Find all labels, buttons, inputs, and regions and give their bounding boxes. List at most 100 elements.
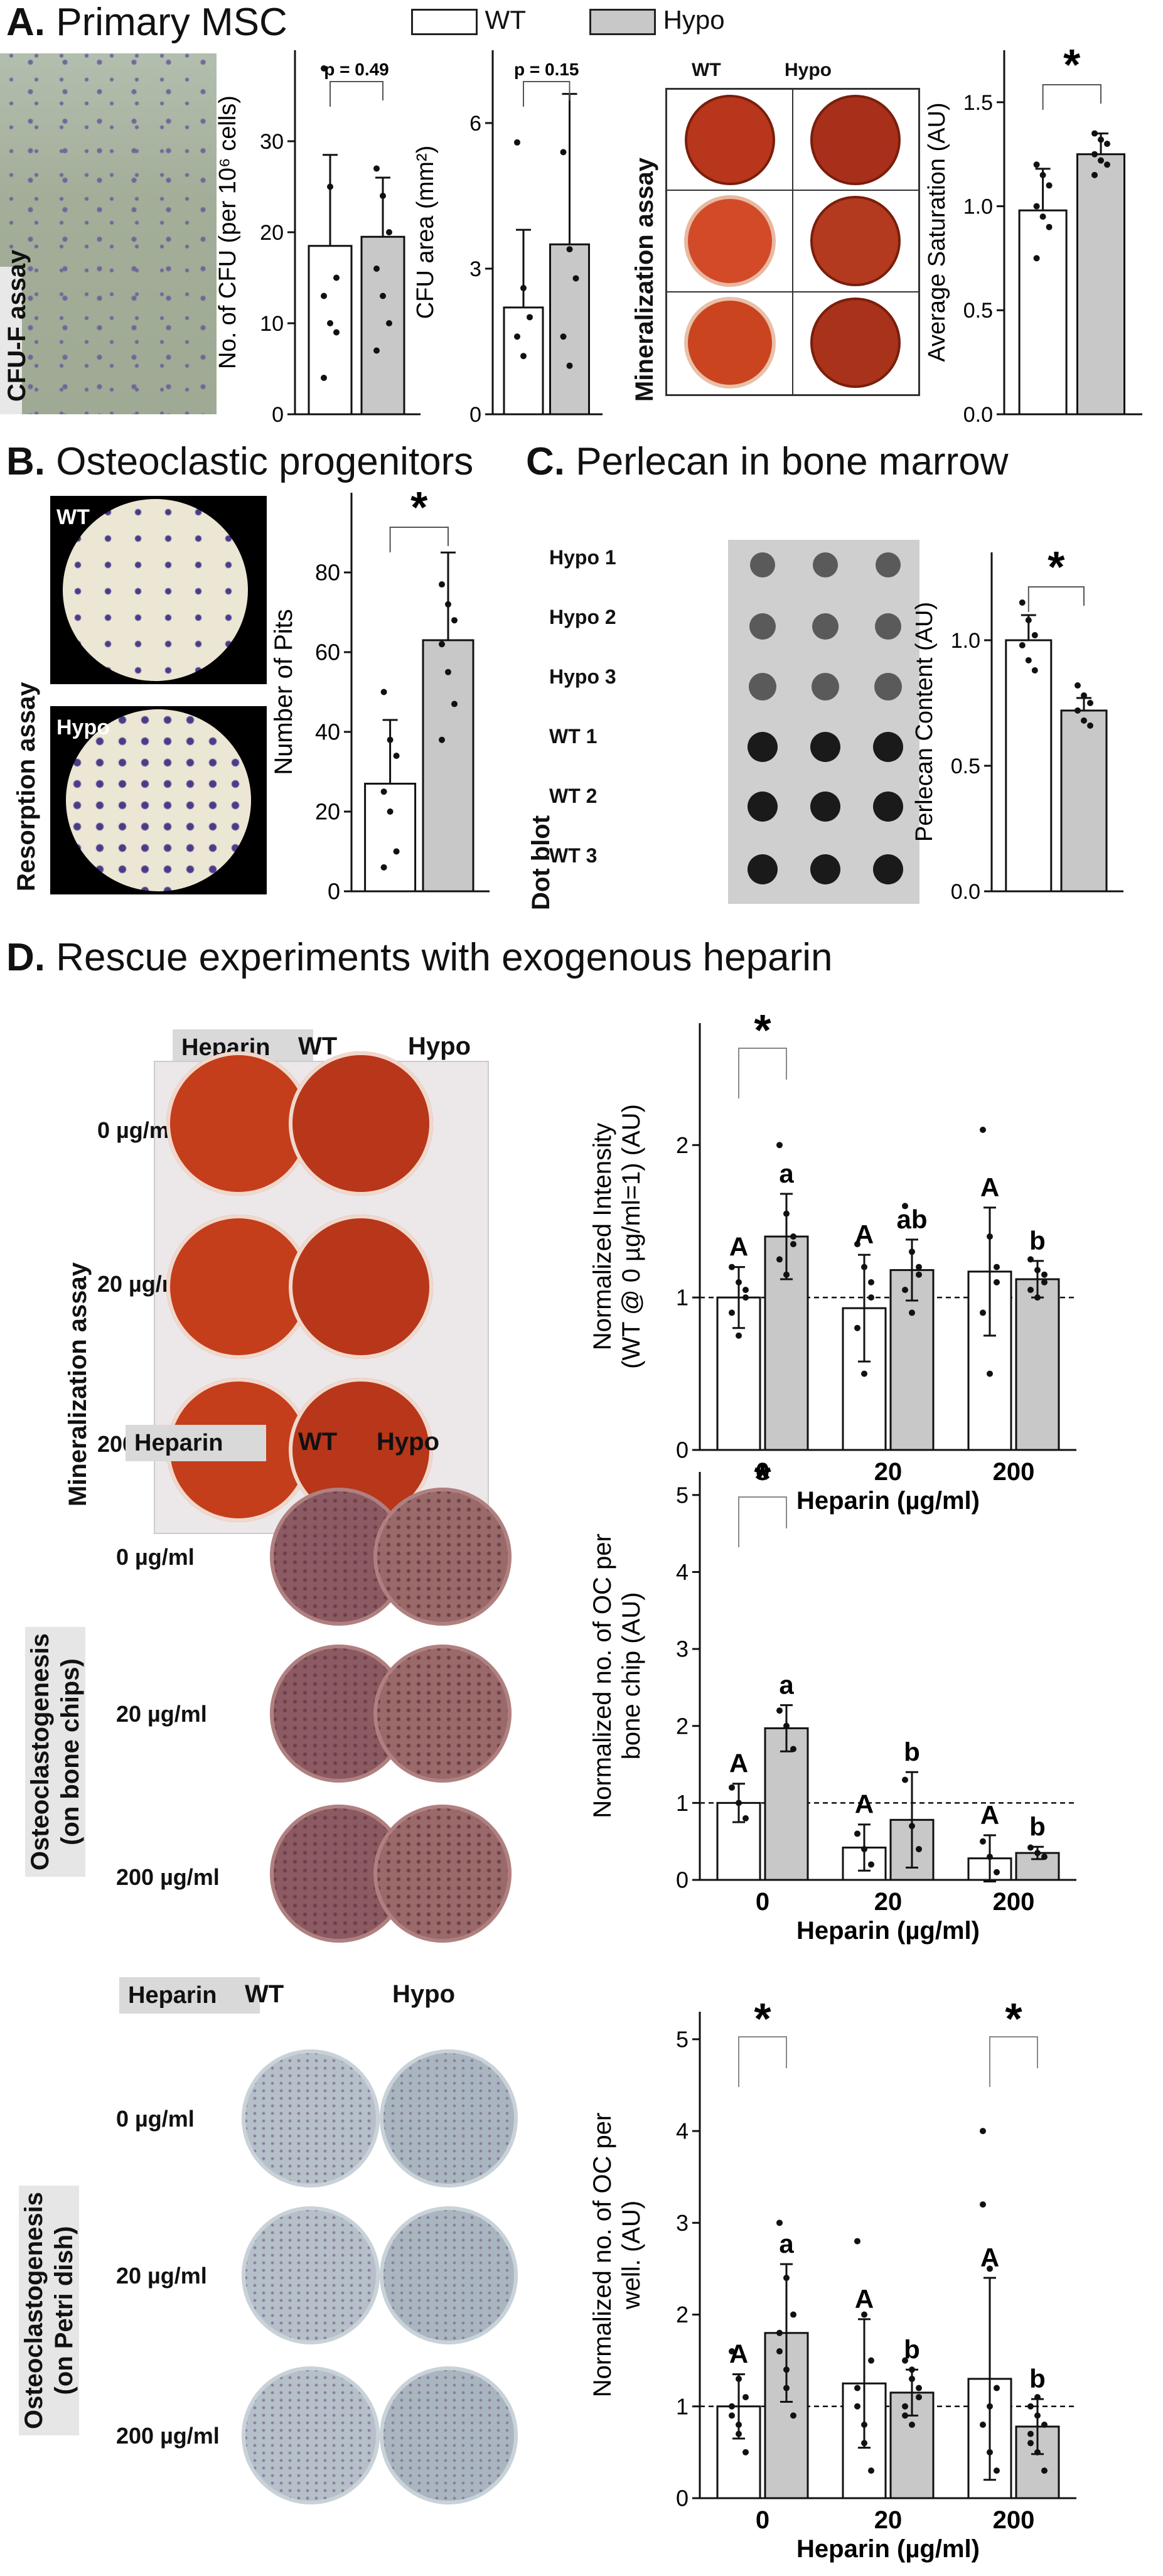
data-point bbox=[783, 2366, 790, 2373]
data-point bbox=[861, 2311, 867, 2318]
data-point bbox=[909, 2375, 915, 2382]
y-axis-label: Perlecan Content (AU) bbox=[911, 602, 938, 842]
data-point bbox=[1091, 130, 1098, 137]
mineral-plate bbox=[665, 88, 920, 396]
bar bbox=[364, 783, 417, 893]
y-tick-label: 0.5 bbox=[951, 754, 980, 778]
data-point bbox=[1027, 2430, 1034, 2437]
y-tick-label: 1.0 bbox=[951, 629, 980, 653]
y-tick-label: 5 bbox=[676, 2026, 689, 2052]
heparin-header: Heparin bbox=[119, 1977, 260, 2014]
heparin-header: Heparin bbox=[126, 1425, 266, 1461]
data-point bbox=[373, 347, 380, 354]
data-point bbox=[776, 2348, 783, 2355]
cfu-colonies bbox=[6, 53, 210, 414]
dotblot-membrane bbox=[728, 540, 919, 904]
data-point bbox=[321, 292, 327, 299]
data-point bbox=[380, 864, 387, 871]
data-point bbox=[572, 275, 579, 282]
y-axis-label-line: well. (AU) bbox=[618, 2201, 645, 2310]
significance-letter: b bbox=[904, 1737, 920, 1766]
dotblot-row-label: Hypo 3 bbox=[549, 665, 616, 688]
data-point bbox=[327, 320, 333, 326]
data-point bbox=[994, 1264, 1000, 1270]
chart-d_mineral: 0 1 2 Normalized Intensity(WT @ 0 µg/ml=1) … bbox=[589, 1006, 1076, 1515]
data-point bbox=[729, 2348, 735, 2355]
data-point bbox=[451, 700, 458, 707]
data-point bbox=[783, 1271, 790, 1278]
culture-well bbox=[380, 2049, 518, 2187]
x-tick-label: 200 bbox=[993, 1458, 1035, 1486]
significance-letter: a bbox=[779, 1670, 794, 1700]
section-b-title: B. Osteoclastic progenitors bbox=[6, 440, 474, 483]
significance-bracket bbox=[738, 1048, 787, 1098]
y-tick-label: 1.0 bbox=[963, 195, 993, 218]
section-a-title: A. Primary MSC bbox=[6, 1, 287, 44]
data-point bbox=[736, 1279, 742, 1285]
dotblot-row-label: WT 2 bbox=[549, 785, 598, 807]
dose-label: 0 µg/ml bbox=[116, 2106, 195, 2132]
data-point bbox=[1031, 632, 1038, 638]
data-point bbox=[916, 2385, 922, 2391]
column-label-wt: WT bbox=[298, 1033, 338, 1060]
chart-cfu_area: 0 3 6 CFU area (mm²) p = 0.15 bbox=[412, 50, 603, 427]
data-point bbox=[1027, 1256, 1034, 1263]
data-point bbox=[1041, 1279, 1048, 1285]
dotblot-row-label: Hypo 1 bbox=[549, 546, 616, 569]
data-point bbox=[916, 1264, 922, 1270]
bar bbox=[1005, 639, 1053, 893]
data-point bbox=[909, 1309, 915, 1316]
data-point bbox=[514, 139, 520, 146]
cfu-f-photo bbox=[0, 53, 217, 414]
y-axis-label: Number of Pits bbox=[270, 609, 297, 775]
data-point bbox=[861, 2440, 867, 2447]
data-point bbox=[393, 848, 400, 855]
significance-star: * bbox=[754, 1006, 771, 1055]
data-point bbox=[742, 1815, 749, 1822]
data-point bbox=[373, 165, 380, 172]
data-point bbox=[868, 1861, 874, 1868]
data-point bbox=[909, 2422, 915, 2428]
y-tick-label: 0 bbox=[328, 879, 340, 904]
y-axis-label-line: Perlecan Content (AU) bbox=[911, 602, 938, 842]
culture-well bbox=[242, 2366, 380, 2504]
data-point bbox=[1034, 2412, 1041, 2419]
data-point bbox=[861, 1264, 867, 1270]
bar bbox=[1015, 1852, 1060, 1881]
data-point bbox=[1039, 171, 1046, 178]
data-point bbox=[987, 2449, 993, 2455]
culture-well bbox=[289, 1051, 433, 1196]
y-axis-label-line: Normalized no. of OC per bbox=[589, 2113, 616, 2398]
mineral-wells bbox=[667, 90, 918, 394]
data-point bbox=[902, 1203, 908, 1210]
data-point bbox=[742, 1287, 749, 1293]
y-tick-label: 4 bbox=[676, 2118, 689, 2144]
data-point bbox=[987, 2265, 993, 2272]
data-point bbox=[1034, 1267, 1041, 1274]
data-point bbox=[916, 1845, 922, 1852]
data-point bbox=[909, 1823, 915, 1830]
column-label-hypo: Hypo bbox=[377, 1428, 439, 1456]
y-axis-label-line: Normalized Intensity bbox=[589, 1123, 616, 1350]
data-point bbox=[560, 149, 567, 156]
bar bbox=[764, 1727, 809, 1881]
data-point bbox=[1019, 642, 1026, 648]
y-tick-label: 60 bbox=[315, 640, 340, 665]
significance-star: * bbox=[754, 1454, 771, 1503]
data-point bbox=[729, 1784, 735, 1791]
data-point bbox=[776, 1142, 783, 1149]
y-tick-label: 4 bbox=[676, 1559, 689, 1585]
y-tick-label: 20 bbox=[260, 221, 284, 245]
y-tick-label: 0 bbox=[676, 2486, 689, 2511]
y-tick-label: 0.0 bbox=[951, 880, 980, 904]
y-tick-label: 10 bbox=[260, 312, 284, 336]
resorption-wt-photo: WT bbox=[50, 496, 267, 684]
legend-wt-label: WT bbox=[485, 5, 526, 35]
y-axis-label-line: CFU area (mm²) bbox=[412, 146, 439, 319]
data-point bbox=[868, 2357, 874, 2364]
culture-well bbox=[166, 1051, 311, 1196]
data-point bbox=[736, 1332, 742, 1339]
data-point bbox=[736, 2430, 742, 2437]
data-point bbox=[1033, 203, 1040, 210]
significance-letter: A bbox=[729, 1232, 748, 1262]
